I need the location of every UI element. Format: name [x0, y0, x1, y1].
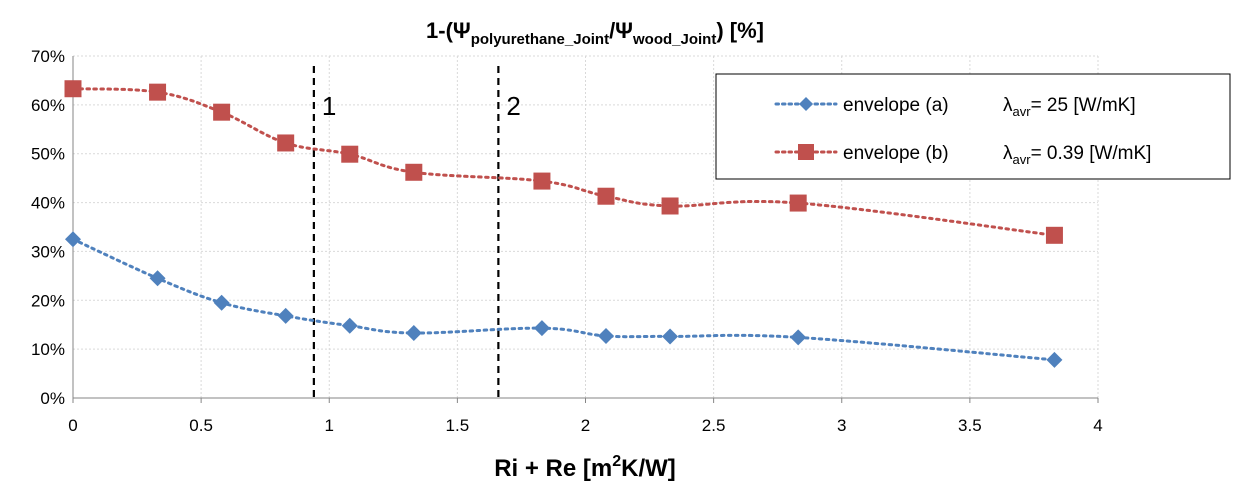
- legend: envelope (a) λavr= 25 [W/mK] envelope (b…: [715, 73, 1231, 180]
- data-point-b: [405, 163, 423, 181]
- y-tick-label: 10%: [31, 340, 65, 359]
- data-point-a: [533, 320, 550, 337]
- data-point-a: [277, 307, 294, 324]
- legend-lambda-b: λavr= 0.39 [W/mK]: [1003, 143, 1151, 167]
- legend-marker-b: [798, 144, 814, 160]
- chart-title: 1-(Ψpolyurethane_Joint/Ψwood_Joint) [%]: [426, 18, 764, 48]
- y-tick-label: 60%: [31, 96, 65, 115]
- data-point-b: [661, 197, 679, 215]
- zone-label: 2: [506, 91, 520, 121]
- data-point-b: [789, 194, 807, 212]
- zone-label: 1: [322, 91, 336, 121]
- data-point-a: [341, 317, 358, 334]
- x-axis-label: Ri + Re [m2K/W]: [494, 453, 676, 482]
- axes: 0% 10% 20% 30% 40% 50% 60% 70% 0 0.5 1 1.5 2 2.5 3 3.5 4: [31, 47, 1103, 435]
- grid: [73, 55, 1099, 398]
- data-point-a: [598, 327, 614, 344]
- data-point-a: [662, 328, 679, 345]
- data-point-a: [65, 231, 81, 248]
- x-tick-label: 4: [1093, 416, 1102, 435]
- x-tick-label: 2: [581, 416, 590, 435]
- x-tick-label: 3: [837, 416, 846, 435]
- y-tick-label: 30%: [31, 242, 65, 261]
- data-point-b: [277, 134, 295, 152]
- x-tick-label: 1: [325, 416, 334, 435]
- x-tick-label: 0.5: [189, 416, 213, 435]
- series-layer: [64, 80, 1063, 368]
- y-tick-label: 50%: [31, 145, 65, 164]
- legend-lambda-a: λavr= 25 [W/mK]: [1003, 95, 1136, 119]
- data-point-b: [149, 83, 167, 101]
- x-tick-label: 2.5: [702, 416, 726, 435]
- legend-label-a: envelope (a): [843, 95, 949, 116]
- series-line-b: [71, 87, 1056, 237]
- series-line-a: [71, 237, 1056, 362]
- legend-label-b: envelope (b): [843, 143, 949, 164]
- data-point-b: [533, 172, 551, 190]
- y-tick-label: 0%: [40, 389, 65, 408]
- data-point-b: [64, 80, 82, 98]
- data-point-a: [1046, 351, 1063, 368]
- x-tick-label: 3.5: [958, 416, 982, 435]
- data-point-b: [213, 103, 231, 121]
- data-point-b: [341, 145, 359, 163]
- data-point-b: [597, 187, 615, 205]
- x-tick-label: 1.5: [446, 416, 470, 435]
- x-tick-label: 0: [68, 416, 77, 435]
- data-point-a: [790, 329, 807, 346]
- data-point-a: [213, 294, 230, 311]
- data-point-a: [405, 325, 422, 342]
- legend-marker-a: [799, 97, 813, 111]
- y-tick-label: 70%: [31, 47, 65, 66]
- data-point-a: [149, 270, 166, 287]
- legend-box: [715, 73, 1231, 180]
- data-point-b: [1045, 226, 1063, 244]
- y-tick-label: 20%: [31, 291, 65, 310]
- y-tick-label: 40%: [31, 194, 65, 213]
